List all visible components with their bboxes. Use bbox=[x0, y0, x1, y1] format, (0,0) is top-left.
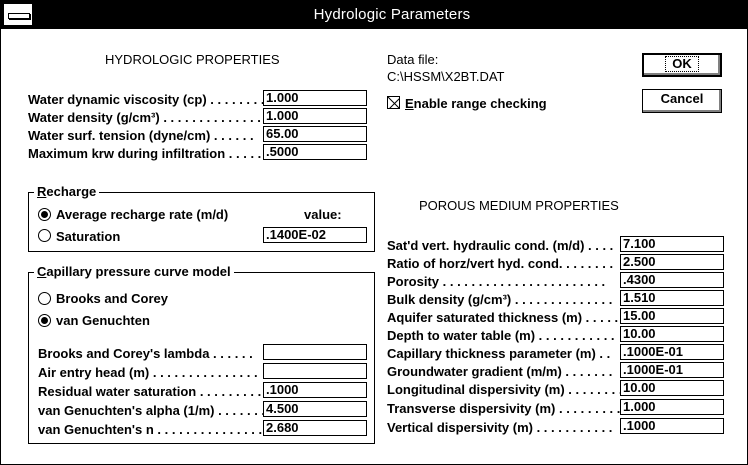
water-viscosity-label: Water dynamic viscosity (cp) . . . . . .… bbox=[28, 92, 265, 107]
hyd-cond-ratio-input[interactable]: 2.500 bbox=[620, 254, 724, 270]
depth-to-water-label: Depth to water table (m) . . . . . . . .… bbox=[387, 328, 615, 343]
van-genuchten-n-input[interactable]: 2.680 bbox=[263, 420, 367, 436]
capillary-thickness-label: Capillary thickness parameter (m) . . bbox=[387, 346, 611, 361]
capillary-accelerator: C bbox=[37, 264, 47, 279]
data-file-path: C:\HSSM\X2BT.DAT bbox=[387, 69, 505, 84]
porous-medium-heading: POROUS MEDIUM PROPERTIES bbox=[419, 198, 619, 213]
system-menu-icon bbox=[8, 13, 30, 19]
capillary-legend: Capillary pressure curve model bbox=[34, 264, 234, 279]
window-title: Hydrologic Parameters bbox=[313, 6, 471, 23]
vertical-dispersivity-label: Vertical dispersivity (m) . . . . . . . … bbox=[387, 420, 613, 435]
van-genuchten-n-label: van Genuchten's n . . . . . . . . . . . … bbox=[38, 422, 263, 437]
aquifer-thickness-label: Aquifer saturated thickness (m) . . . . … bbox=[387, 310, 619, 325]
residual-water-saturation-label: Residual water saturation . . . . . . . … bbox=[38, 384, 262, 399]
max-krw-label: Maximum krw during infiltration . . . . … bbox=[28, 146, 269, 161]
range-checking-checkbox[interactable] bbox=[387, 96, 400, 109]
recharge-value-input[interactable]: .1400E-02 bbox=[263, 227, 367, 243]
cancel-button[interactable]: Cancel bbox=[642, 89, 722, 113]
range-checking-label-text: nable range checking bbox=[413, 96, 547, 111]
recharge-accelerator: R bbox=[37, 184, 47, 199]
capillary-thickness-input[interactable]: .1000E-01 bbox=[620, 344, 724, 360]
max-krw-input[interactable]: .5000 bbox=[263, 144, 367, 160]
longitudinal-dispersivity-input[interactable]: 10.00 bbox=[620, 380, 724, 396]
brooks-corey-lambda-label: Brooks and Corey's lambda . . . . . . bbox=[38, 346, 253, 361]
range-checking-accelerator: E bbox=[405, 96, 414, 111]
groundwater-gradient-label: Groundwater gradient (m/m) . . . . . . . bbox=[387, 364, 613, 379]
van-genuchten-alpha-input[interactable]: 4.500 bbox=[263, 401, 367, 417]
recharge-legend-text: echarge bbox=[46, 184, 97, 199]
recharge-legend: Recharge bbox=[34, 184, 100, 199]
water-density-input[interactable]: 1.000 bbox=[263, 108, 367, 124]
capillary-legend-text: apillary pressure curve model bbox=[46, 264, 231, 279]
hydrologic-properties-heading: HYDROLOGIC PROPERTIES bbox=[105, 52, 280, 67]
data-file-label: Data file: bbox=[387, 52, 439, 67]
van-genuchten-alpha-label: van Genuchten's alpha (1/m) . . . . . . … bbox=[38, 403, 266, 418]
transverse-dispersivity-label: Transverse dispersivity (m) . . . . . . … bbox=[387, 401, 621, 416]
recharge-group bbox=[28, 192, 375, 252]
ok-button[interactable]: OK bbox=[642, 53, 722, 77]
brooks-corey-label[interactable]: Brooks and Corey bbox=[56, 291, 168, 306]
van-genuchten-radio[interactable] bbox=[38, 314, 51, 327]
water-surface-tension-input[interactable]: 65.00 bbox=[263, 126, 367, 142]
residual-water-saturation-input[interactable]: .1000 bbox=[263, 382, 367, 398]
hydraulic-cond-label: Sat'd vert. hydraulic cond. (m/d) . . . … bbox=[387, 238, 614, 253]
water-surface-tension-label: Water surf. tension (dyne/cm) . . . . . … bbox=[28, 128, 254, 143]
saturation-label[interactable]: Saturation bbox=[56, 229, 121, 244]
brooks-corey-lambda-input[interactable] bbox=[263, 344, 367, 360]
groundwater-gradient-input[interactable]: .1000E-01 bbox=[620, 362, 724, 378]
aquifer-thickness-input[interactable]: 15.00 bbox=[620, 308, 724, 324]
hydraulic-cond-input[interactable]: 7.100 bbox=[620, 236, 724, 252]
air-entry-head-input[interactable] bbox=[263, 363, 367, 379]
water-viscosity-input[interactable]: 1.000 bbox=[263, 90, 367, 106]
depth-to-water-input[interactable]: 10.00 bbox=[620, 326, 724, 342]
recharge-value-header: value: bbox=[304, 207, 342, 222]
checkmark-x-icon bbox=[388, 97, 399, 108]
cancel-button-label: Cancel bbox=[660, 91, 704, 106]
range-checking-label[interactable]: Enable range checking bbox=[405, 96, 547, 111]
average-recharge-label[interactable]: Average recharge rate (m/d) bbox=[56, 207, 229, 222]
porosity-label: Porosity . . . . . . . . . . . . . . . .… bbox=[387, 274, 606, 289]
system-menu-button[interactable] bbox=[3, 3, 33, 26]
bulk-density-label: Bulk density (g/cm³) . . . . . . . . . .… bbox=[387, 292, 613, 307]
brooks-corey-radio[interactable] bbox=[38, 292, 51, 305]
vertical-dispersivity-input[interactable]: .1000 bbox=[620, 418, 724, 434]
van-genuchten-label[interactable]: van Genuchten bbox=[56, 313, 150, 328]
porosity-input[interactable]: .4300 bbox=[620, 272, 724, 288]
air-entry-head-label: Air entry head (m) . . . . . . . . . . .… bbox=[38, 365, 258, 380]
saturation-radio[interactable] bbox=[38, 229, 51, 242]
bulk-density-input[interactable]: 1.510 bbox=[620, 290, 724, 306]
water-density-label: Water density (g/cm³) . . . . . . . . . … bbox=[28, 110, 261, 125]
ok-button-label: OK bbox=[665, 56, 699, 72]
transverse-dispersivity-input[interactable]: 1.000 bbox=[620, 399, 724, 415]
hyd-cond-ratio-label: Ratio of horz/vert hyd. cond. . . . . . … bbox=[387, 256, 614, 271]
average-recharge-radio[interactable] bbox=[38, 208, 51, 221]
title-bar: Hydrologic Parameters bbox=[1, 1, 747, 29]
longitudinal-dispersivity-label: Longitudinal dispersivity (m) . . . . . … bbox=[387, 382, 623, 397]
